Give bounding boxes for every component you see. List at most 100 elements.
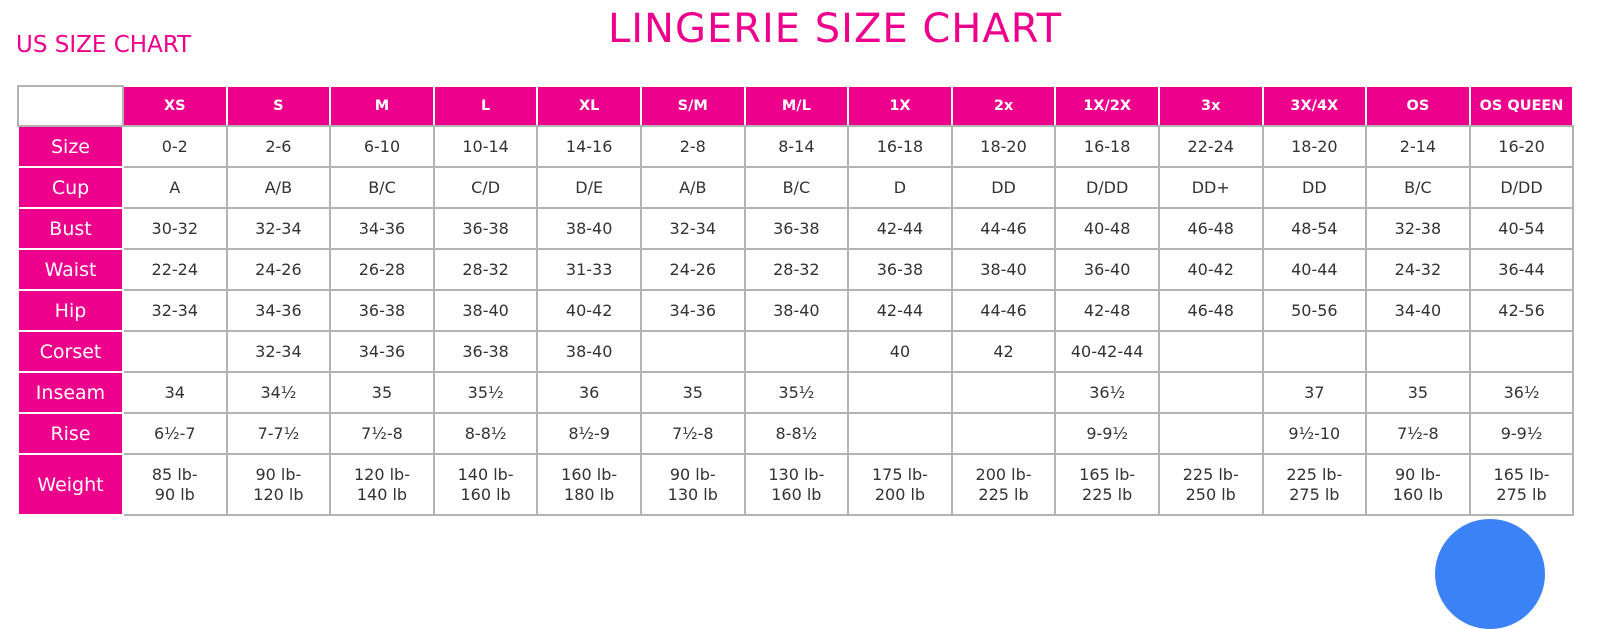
table-cell: 32-34 bbox=[639, 207, 746, 250]
table-cell: 35½ bbox=[432, 371, 539, 414]
cell-line: 140 lb bbox=[356, 484, 408, 504]
row-header: Corset bbox=[17, 330, 124, 373]
table-cell: 40-44 bbox=[1261, 248, 1368, 291]
table-cell: 40-42 bbox=[536, 289, 642, 332]
table-cell: 44-46 bbox=[950, 289, 1057, 332]
table-cell: 175 lb- 200 lb bbox=[847, 453, 953, 516]
table-cell: 9-9½ bbox=[1054, 412, 1160, 455]
table-cell bbox=[122, 330, 228, 373]
row-header: Waist bbox=[17, 248, 124, 291]
table-cell: 7½-8 bbox=[1365, 412, 1471, 455]
table-cell: 9-9½ bbox=[1468, 412, 1575, 455]
table-cell bbox=[639, 330, 746, 373]
table-cell: 90 lb- 130 lb bbox=[639, 453, 746, 516]
table-cell: 38-40 bbox=[536, 207, 642, 250]
table-cell: 42 bbox=[950, 330, 1057, 373]
table-cell: 32-34 bbox=[122, 289, 228, 332]
table-cell: 18-20 bbox=[950, 125, 1057, 168]
table-cell: 36-38 bbox=[432, 330, 539, 373]
table-cell: 36-44 bbox=[1468, 248, 1575, 291]
table-cell: 34-36 bbox=[329, 330, 435, 373]
table-cell: 16-18 bbox=[1054, 125, 1160, 168]
table-cell: 46-48 bbox=[1157, 207, 1264, 250]
table-cell: 38-40 bbox=[536, 330, 642, 373]
table-cell: 36-38 bbox=[743, 207, 850, 250]
table-cell: 90 lb- 120 lb bbox=[225, 453, 332, 516]
table-cell bbox=[847, 371, 953, 414]
table-cell: 22-24 bbox=[122, 248, 228, 291]
cell-line: 130 lb- bbox=[768, 464, 825, 484]
cell-line: 140 lb- bbox=[457, 464, 514, 484]
table-cell: 85 lb- 90 lb bbox=[122, 453, 228, 516]
table-cell: B/C bbox=[1365, 166, 1471, 209]
table-cell bbox=[1468, 330, 1575, 373]
table-cell: 34½ bbox=[225, 371, 332, 414]
chat-button[interactable] bbox=[1435, 519, 1545, 629]
table-cell: 2-6 bbox=[225, 125, 332, 168]
size-chart-table: XS S M L XL S/M M/L 1X 2x 1X/2X 3x 3X/4X OS OS QUEEN … bbox=[17, 85, 1575, 516]
table-cell: 14-16 bbox=[536, 125, 642, 168]
cell-line: 85 lb- bbox=[151, 464, 198, 484]
cell-line: 275 lb bbox=[1289, 484, 1340, 504]
table-cell: DD bbox=[950, 166, 1057, 209]
cell-line: 225 lb bbox=[1082, 484, 1133, 504]
table-cell: DD+ bbox=[1157, 166, 1264, 209]
table-cell bbox=[743, 330, 850, 373]
cell-line: 160 lb- bbox=[561, 464, 618, 484]
cell-line: 120 lb- bbox=[353, 464, 410, 484]
table-cell bbox=[847, 412, 953, 455]
table-cell: 6-10 bbox=[329, 125, 435, 168]
table-cell: 10-14 bbox=[432, 125, 539, 168]
table-cell: A/B bbox=[639, 166, 746, 209]
table-cell: 24-26 bbox=[639, 248, 746, 291]
table-cell: 0-2 bbox=[122, 125, 228, 168]
table-cell: 7-7½ bbox=[225, 412, 332, 455]
table-cell: 120 lb- 140 lb bbox=[329, 453, 435, 516]
column-header: 3X/4X bbox=[1261, 85, 1368, 127]
table-cell: 16-20 bbox=[1468, 125, 1575, 168]
table-cell: A/B bbox=[225, 166, 332, 209]
table-row-inseam: Inseam 34 34½ 35 35½ 36 35 35½ 36½ 37 35 36½ bbox=[17, 371, 1575, 414]
table-cell: D bbox=[847, 166, 953, 209]
page-title: LINGERIE SIZE CHART bbox=[607, 6, 1063, 52]
table-cell: 130 lb- 160 lb bbox=[743, 453, 850, 516]
table-cell: 36-38 bbox=[329, 289, 435, 332]
table-cell: 200 lb- 225 lb bbox=[950, 453, 1057, 516]
row-header: Size bbox=[17, 125, 124, 168]
table-cell: 165 lb- 275 lb bbox=[1468, 453, 1575, 516]
cell-line: 225 lb- bbox=[1286, 464, 1343, 484]
cell-line: 90 lb bbox=[154, 484, 195, 504]
table-cell bbox=[1261, 330, 1368, 373]
table-cell: 40-48 bbox=[1054, 207, 1160, 250]
table-cell: 40 bbox=[847, 330, 953, 373]
cell-line: 130 lb bbox=[667, 484, 718, 504]
table-row-size: Size 0-2 2-6 6-10 10-14 14-16 2-8 8-14 16-18 18-2… bbox=[17, 125, 1575, 168]
column-header: 2x bbox=[950, 85, 1057, 127]
table-cell: B/C bbox=[329, 166, 435, 209]
cell-line: 90 lb- bbox=[255, 464, 302, 484]
cell-line: 120 lb bbox=[253, 484, 304, 504]
cell-line: 225 lb- bbox=[1182, 464, 1239, 484]
table-cell: 8-8½ bbox=[432, 412, 539, 455]
table-cell: 42-56 bbox=[1468, 289, 1575, 332]
cell-line: 200 lb- bbox=[975, 464, 1032, 484]
table-cell: 32-34 bbox=[225, 207, 332, 250]
table-cell: 90 lb- 160 lb bbox=[1365, 453, 1471, 516]
column-header: M/L bbox=[743, 85, 850, 127]
table-cell: 24-32 bbox=[1365, 248, 1471, 291]
table-row-weight: Weight 85 lb- 90 lb 90 lb- 120 lb 120 lb- 140 … bbox=[17, 453, 1575, 516]
cell-line: 275 lb bbox=[1496, 484, 1547, 504]
table-cell: 225 lb- 275 lb bbox=[1261, 453, 1368, 516]
table-cell: 36½ bbox=[1054, 371, 1160, 414]
table-cell: 35½ bbox=[743, 371, 850, 414]
table-cell: DD bbox=[1261, 166, 1368, 209]
table-cell: 16-18 bbox=[847, 125, 953, 168]
table-cell: 160 lb- 180 lb bbox=[536, 453, 642, 516]
table-cell: D/DD bbox=[1054, 166, 1160, 209]
cell-line: 200 lb bbox=[874, 484, 926, 504]
table-row-waist: Waist 22-24 24-26 26-28 28-32 31-33 24-26 28-32… bbox=[17, 248, 1575, 291]
cell-line: 180 lb bbox=[564, 484, 615, 504]
table-cell: 8½-9 bbox=[536, 412, 642, 455]
table-row-corset: Corset 32-34 34-36 36-38 38-40 40 42 40-42-44 bbox=[17, 330, 1575, 373]
table-cell: 36½ bbox=[1468, 371, 1575, 414]
